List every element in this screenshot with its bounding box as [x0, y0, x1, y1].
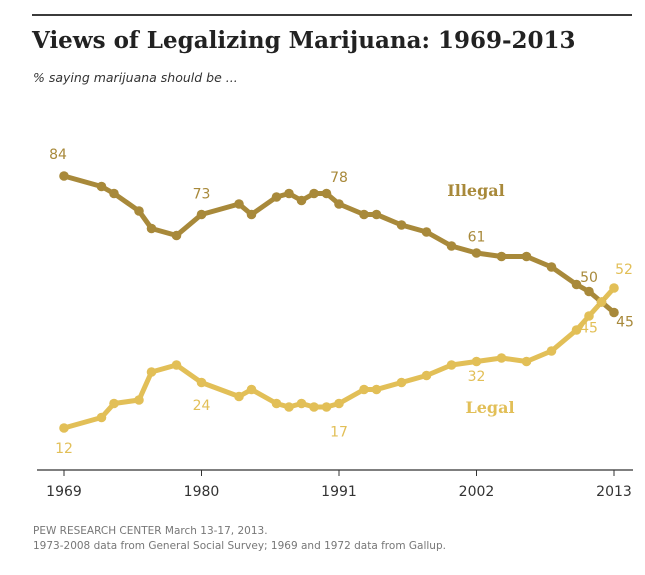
data-point-legal	[471, 356, 482, 367]
data-point-legal	[246, 384, 257, 395]
data-point-legal	[146, 367, 157, 377]
data-point-illegal	[396, 220, 407, 230]
data-point-legal	[321, 402, 332, 412]
data-point-legal	[296, 398, 307, 409]
data-point-illegal	[446, 241, 457, 251]
data-label: 24	[193, 398, 211, 414]
data-label: 45	[580, 321, 598, 337]
source-note: PEW RESEARCH CENTER March 13-17, 2013. 1…	[33, 524, 446, 554]
data-point-legal	[496, 353, 507, 363]
data-point-legal	[546, 346, 557, 356]
data-point-legal	[446, 360, 457, 370]
data-point-legal	[109, 398, 119, 409]
series-line-legal	[61, 285, 617, 431]
data-point-illegal	[584, 286, 594, 297]
data-point-illegal	[521, 251, 532, 262]
chart-title: Views of Legalizing Marijuana: 1969-2013	[32, 27, 576, 54]
data-point-legal	[359, 384, 369, 395]
data-label: 12	[55, 441, 73, 457]
series-line-illegal	[61, 173, 617, 315]
data-point-illegal	[96, 181, 107, 192]
data-point-illegal	[271, 192, 282, 202]
data-point-illegal	[571, 279, 582, 290]
x-tick-label: 1969	[46, 484, 82, 500]
data-point-illegal	[496, 251, 507, 262]
data-point-legal	[284, 402, 294, 412]
data-point-illegal	[471, 248, 482, 258]
data-point-illegal	[334, 199, 344, 209]
data-point-illegal	[146, 223, 157, 234]
data-label: 45	[616, 315, 634, 331]
data-label: 52	[615, 262, 633, 278]
data-point-legal	[96, 412, 107, 423]
data-point-legal	[334, 398, 344, 409]
data-point-legal	[521, 356, 532, 367]
data-label: 61	[468, 230, 486, 246]
data-point-illegal	[234, 199, 244, 209]
data-point-legal	[134, 395, 144, 405]
data-point-legal	[571, 325, 582, 335]
data-label: 84	[49, 147, 67, 163]
data-point-legal	[396, 377, 407, 388]
data-point-legal	[171, 360, 182, 370]
data-point-illegal	[171, 230, 182, 241]
data-point-illegal	[609, 307, 619, 318]
data-point-legal	[59, 423, 69, 433]
data-point-illegal	[321, 188, 332, 199]
data-point-legal	[421, 370, 432, 381]
series-name-legal: Legal	[465, 398, 514, 417]
data-point-illegal	[421, 227, 432, 237]
data-point-legal	[271, 398, 282, 409]
data-label: 32	[468, 369, 486, 385]
x-tick-label: 2002	[459, 484, 495, 500]
series-name-illegal: Illegal	[447, 181, 504, 200]
data-point-illegal	[59, 171, 69, 181]
source-line-2: 1973-2008 data from General Social Surve…	[33, 540, 446, 552]
data-point-illegal	[246, 209, 257, 220]
data-point-legal	[609, 283, 619, 293]
data-point-illegal	[309, 188, 319, 199]
data-point-illegal	[371, 209, 382, 220]
data-label: 73	[193, 187, 211, 203]
top-rule	[32, 14, 632, 16]
chart-subtitle: % saying marijuana should be ...	[33, 70, 238, 85]
data-point-legal	[596, 297, 607, 307]
data-point-illegal	[296, 195, 307, 206]
data-label: 50	[580, 270, 598, 286]
data-label: 78	[330, 170, 348, 186]
data-point-legal	[234, 391, 244, 402]
data-point-legal	[371, 384, 382, 395]
data-point-illegal	[134, 206, 144, 216]
data-point-legal	[309, 402, 319, 412]
source-line-1: PEW RESEARCH CENTER March 13-17, 2013.	[33, 525, 268, 537]
line-chart: 1969 1980 1991 2002 2013 84 73 78 61 50 45 12 24 17 3…	[37, 147, 634, 500]
data-point-illegal	[109, 188, 119, 199]
x-tick-label: 1991	[321, 484, 357, 500]
data-point-legal	[196, 377, 207, 388]
x-tick-label: 2013	[596, 484, 632, 500]
data-point-illegal	[284, 188, 294, 199]
data-point-legal	[584, 311, 594, 321]
x-tick-label: 1980	[184, 484, 220, 500]
data-point-illegal	[359, 209, 369, 220]
data-label: 17	[330, 425, 348, 441]
data-point-illegal	[546, 262, 557, 272]
data-point-illegal	[196, 209, 207, 220]
